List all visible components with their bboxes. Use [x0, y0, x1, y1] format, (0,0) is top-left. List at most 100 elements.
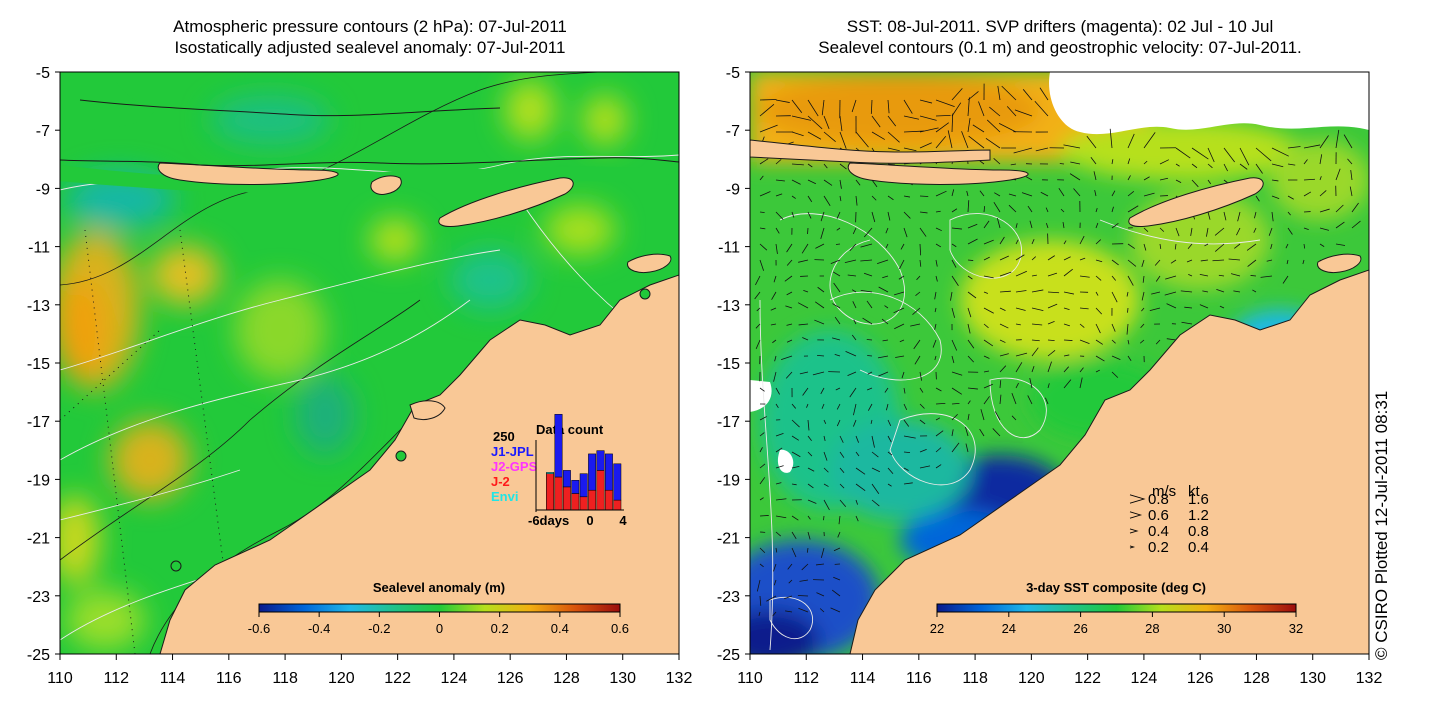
velocity-arrow	[823, 115, 830, 130]
velocity-arrow	[1199, 304, 1209, 309]
velocity-arrow	[759, 515, 769, 517]
velocity-arrow	[1335, 204, 1344, 213]
velocity-arrow	[849, 387, 857, 398]
left-panel-title: Atmospheric pressure contours (2 hPa): 0…	[60, 16, 680, 58]
velocity-arrow	[1109, 128, 1113, 149]
velocity-arrow	[791, 131, 804, 137]
velocity-arrow	[1155, 275, 1161, 282]
velocity-arrow	[834, 353, 841, 357]
velocity-arrow	[903, 482, 913, 485]
velocity-arrow	[791, 163, 804, 166]
velocity-arrow	[887, 483, 892, 487]
velocity-arrow	[772, 611, 777, 617]
right-colorbar: 3-day SST composite (deg C) 22 24 26 28 30 32	[930, 580, 1303, 636]
velocity-arrow	[1079, 275, 1090, 278]
velocity-arrow	[983, 383, 993, 389]
velocity-arrow	[899, 259, 905, 270]
velocity-arrow	[899, 339, 905, 343]
velocity-arrow	[855, 435, 859, 443]
velocity-arrow	[1319, 227, 1330, 231]
velocity-arrow	[919, 448, 927, 453]
velocity-arrow	[1164, 291, 1177, 296]
velocity-arrow	[1207, 147, 1215, 163]
velocity-arrow	[860, 243, 873, 248]
velocity-arrow	[1008, 204, 1017, 213]
velocity-arrow	[799, 579, 809, 582]
left-colorbar-tick-label: -0.2	[368, 621, 390, 636]
velocity-arrow	[1127, 175, 1131, 181]
velocity-arrow	[887, 147, 900, 152]
velocity-arrow	[786, 243, 793, 253]
data-count-bar-j1	[571, 480, 580, 494]
velocity-arrow	[839, 467, 845, 474]
velocity-arrow	[1011, 392, 1017, 405]
velocity-arrow	[807, 531, 811, 540]
velocity-arrow	[1006, 106, 1017, 117]
velocity-legend-kt: 0.4	[1188, 539, 1209, 556]
velocity-arrow	[1184, 306, 1193, 309]
velocity-arrow	[980, 409, 985, 421]
velocity-arrow	[983, 291, 989, 294]
data-count-bar-j1	[554, 414, 563, 478]
velocity-arrow	[871, 115, 881, 128]
velocity-arrow	[935, 447, 942, 453]
velocity-arrow	[759, 447, 763, 453]
velocity-arrow	[967, 275, 973, 280]
velocity-arrow	[755, 323, 761, 329]
velocity-arrow	[1266, 259, 1273, 262]
velocity-arrow	[1319, 176, 1322, 181]
velocity-legend-ms: 0.2	[1148, 539, 1169, 556]
velocity-arrow	[756, 307, 761, 312]
data-count-bar-j2	[546, 473, 555, 511]
velocity-arrow	[1223, 147, 1235, 163]
right-y-tick-label: -21	[717, 531, 740, 548]
velocity-arrow	[759, 211, 765, 214]
velocity-arrow	[1015, 352, 1028, 357]
velocity-arrow	[972, 124, 985, 133]
velocity-arrow	[1034, 101, 1049, 117]
velocity-arrow	[983, 396, 990, 405]
velocity-arrow	[786, 259, 793, 266]
velocity-arrow	[951, 88, 963, 101]
velocity-arrow	[1029, 378, 1033, 389]
velocity-arrow	[967, 400, 971, 405]
velocity-arrow	[934, 355, 937, 361]
data-count-bar-j1	[562, 470, 571, 488]
velocity-arrow	[837, 531, 841, 538]
velocity-arrow	[1111, 371, 1119, 378]
velocity-arrow	[1063, 366, 1070, 373]
velocity-legend-kt-header: kt	[1188, 483, 1201, 500]
velocity-arrow	[994, 192, 1001, 197]
velocity-arrow	[1095, 275, 1102, 281]
velocity-arrow	[1218, 274, 1225, 277]
velocity-arrow	[1349, 186, 1353, 197]
velocity-arrow	[836, 211, 841, 219]
velocity-arrow	[903, 419, 910, 427]
velocity-arrow	[798, 607, 809, 613]
velocity-arrow	[993, 201, 1001, 213]
velocity-arrow	[833, 282, 841, 293]
left-x-tick-label: 130	[609, 670, 636, 687]
velocity-arrow	[1230, 273, 1241, 277]
sealevel-anomaly-field	[60, 80, 627, 650]
left-x-tick-label: 112	[104, 670, 130, 687]
velocity-arrow	[839, 115, 843, 132]
left-x-tick-label: 128	[553, 670, 580, 687]
velocity-arrow	[855, 451, 860, 457]
velocity-arrow	[951, 259, 957, 268]
velocity-arrow	[871, 131, 885, 140]
velocity-arrow	[775, 547, 778, 553]
velocity-arrow	[1047, 320, 1055, 325]
velocity-arrow	[1027, 205, 1033, 213]
velocity-arrow	[885, 403, 889, 411]
velocity-arrow	[823, 195, 831, 207]
velocity-legend-ms: 0.8	[1148, 491, 1169, 508]
velocity-arrow	[935, 190, 947, 197]
right-colorbar-label: 3-day SST composite (deg C)	[1026, 580, 1206, 595]
velocity-arrow	[903, 99, 913, 114]
velocity-arrow	[1268, 227, 1273, 236]
velocity-arrow	[791, 483, 797, 486]
velocity-arrow	[801, 243, 809, 254]
velocity-arrow	[1319, 208, 1330, 213]
